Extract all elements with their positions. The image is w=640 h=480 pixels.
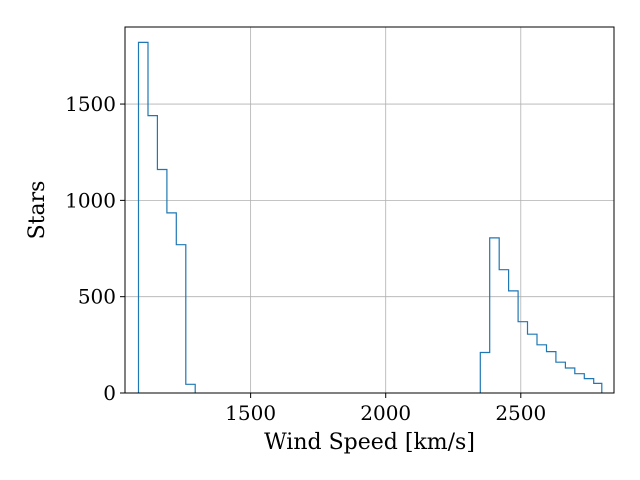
histogram-bin	[490, 238, 499, 393]
x-axis-label: Wind Speed [km/s]	[264, 430, 475, 455]
histogram-bin	[148, 116, 157, 393]
histogram-bin	[480, 353, 489, 393]
histogram-bin	[518, 322, 527, 393]
histogram-bin	[528, 334, 537, 393]
histogram-bin	[157, 170, 166, 393]
plot-frame	[124, 26, 615, 394]
histogram-bin	[565, 368, 574, 393]
histogram-bin	[546, 352, 555, 393]
histogram-bin	[537, 345, 546, 393]
histogram-bin	[509, 291, 518, 393]
x-axis-ticks: 1500 2000 2500	[225, 393, 546, 425]
histogram-bin	[556, 362, 565, 393]
histogram-step	[137, 41, 196, 393]
histogram-bin	[594, 383, 602, 393]
histogram-bin	[139, 42, 148, 393]
y-axis-label: Stars	[25, 181, 50, 240]
y-tick-label: 0	[103, 381, 116, 405]
histogram-bin	[186, 384, 195, 393]
histogram-bin	[176, 245, 185, 393]
x-tick-label: 2500	[495, 401, 546, 425]
y-axis-ticks: 0 500 1000 1500	[65, 92, 125, 405]
x-tick-label: 1500	[225, 401, 276, 425]
grid-lines	[125, 27, 614, 394]
x-tick-label: 2000	[360, 401, 411, 425]
y-tick-label: 500	[78, 285, 116, 309]
histogram-bin	[499, 270, 508, 393]
histogram-step	[479, 237, 603, 393]
y-tick-label: 1500	[65, 92, 116, 116]
histogram-bars	[137, 41, 603, 393]
histogram-bin	[167, 213, 176, 393]
histogram-bin	[575, 374, 584, 393]
histogram-bin	[584, 379, 593, 393]
y-tick-label: 1000	[65, 188, 116, 212]
